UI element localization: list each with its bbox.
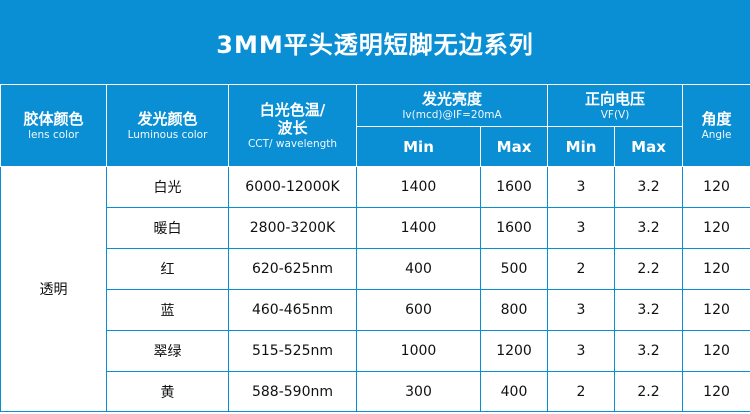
voltage-min-cell: 2 xyxy=(547,371,616,412)
luminous-color-cell: 白光 xyxy=(106,166,229,208)
luminous-color-cell: 暖白 xyxy=(106,207,229,249)
brightness-min-cell: 400 xyxy=(356,248,481,290)
cct-cell: 620-625nm xyxy=(228,248,357,290)
brightness-min-cell: 300 xyxy=(356,371,481,412)
voltage-max-cell: 3.2 xyxy=(614,289,684,331)
voltage-min-cell: 3 xyxy=(547,207,616,249)
cct-cell: 515-525nm xyxy=(228,330,357,372)
angle-cell: 120 xyxy=(682,330,750,372)
angle-cell: 120 xyxy=(682,248,750,290)
brightness-min-cell: 1400 xyxy=(356,207,481,249)
luminous-color-cell: 红 xyxy=(106,248,229,290)
voltage-max-cell: 2.2 xyxy=(614,371,684,412)
header-brightness-max: Max xyxy=(479,126,549,167)
header-angle: 角度 Angle xyxy=(682,84,750,167)
voltage-max-cell: 3.2 xyxy=(614,330,684,372)
header-row-sub: Min Max Min Max xyxy=(1,126,750,167)
table-row: 黄 588-590nm 300 400 2 2.2 120 xyxy=(1,371,750,412)
header-lens-color: 胶体颜色 lens color xyxy=(0,84,107,167)
angle-cell: 120 xyxy=(682,166,750,208)
header-luminous-color: 发光颜色 Luminous color xyxy=(106,84,229,167)
header-voltage-min: Min xyxy=(547,126,616,167)
luminous-color-cell: 翠绿 xyxy=(106,330,229,372)
luminous-color-cell: 蓝 xyxy=(106,289,229,331)
brightness-max-cell: 400 xyxy=(479,371,549,412)
table-row: 翠绿 515-525nm 1000 1200 3 3.2 120 xyxy=(1,330,750,372)
brightness-min-cell: 1000 xyxy=(356,330,481,372)
brightness-max-cell: 1600 xyxy=(479,166,549,208)
voltage-min-cell: 3 xyxy=(547,289,616,331)
brightness-max-cell: 1600 xyxy=(479,207,549,249)
brightness-max-cell: 1200 xyxy=(479,330,549,372)
header-brightness-min: Min xyxy=(356,126,481,167)
voltage-min-cell: 3 xyxy=(547,166,616,208)
angle-cell: 120 xyxy=(682,289,750,331)
table-row: 蓝 460-465nm 600 800 3 3.2 120 xyxy=(1,289,750,331)
angle-cell: 120 xyxy=(682,207,750,249)
luminous-color-cell: 黄 xyxy=(106,371,229,412)
brightness-min-cell: 600 xyxy=(356,289,481,331)
cct-cell: 2800-3200K xyxy=(228,207,357,249)
title-bar: 3MM平头透明短脚无边系列 xyxy=(0,0,750,84)
header-forward-voltage: 正向电压 VF(V) xyxy=(547,84,684,127)
voltage-min-cell: 3 xyxy=(547,330,616,372)
header-row-top: 胶体颜色 lens color 发光颜色 Luminous color 白光色温… xyxy=(0,84,750,167)
voltage-max-cell: 3.2 xyxy=(614,166,684,208)
header-voltage-max: Max xyxy=(614,126,684,167)
table-row: 暖白 2800-3200K 1400 1600 3 3.2 120 xyxy=(1,207,750,249)
cct-cell: 6000-12000K xyxy=(228,166,357,208)
angle-cell: 120 xyxy=(682,371,750,412)
spec-table: 胶体颜色 lens color 发光颜色 Luminous color 白光色温… xyxy=(0,84,750,412)
brightness-max-cell: 800 xyxy=(479,289,549,331)
page-title: 3MM平头透明短脚无边系列 xyxy=(216,30,534,59)
brightness-min-cell: 1400 xyxy=(356,166,481,208)
cct-cell: 588-590nm xyxy=(228,371,357,412)
voltage-max-cell: 2.2 xyxy=(614,248,684,290)
table-row: 红 620-625nm 400 500 2 2.2 120 xyxy=(1,248,750,290)
lens-color-cell: 透明 xyxy=(0,166,107,412)
voltage-max-cell: 3.2 xyxy=(614,207,684,249)
header-cct-wavelength: 白光色温/ 波长 CCT/ wavelength xyxy=(228,84,357,167)
brightness-max-cell: 500 xyxy=(479,248,549,290)
table-row: 透明 白光 6000-12000K 1400 1600 3 3.2 120 xyxy=(0,166,750,412)
cct-cell: 460-465nm xyxy=(228,289,357,331)
header-brightness: 发光亮度 Iv(mcd)@IF=20mA xyxy=(355,84,549,127)
voltage-min-cell: 2 xyxy=(547,248,616,290)
